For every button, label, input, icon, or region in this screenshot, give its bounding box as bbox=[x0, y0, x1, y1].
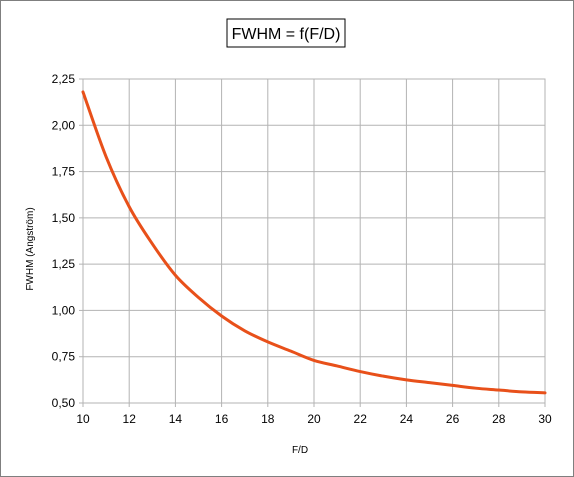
x-tick-label: 20 bbox=[307, 412, 321, 426]
x-axis-label: F/D bbox=[292, 445, 308, 456]
y-tick-label: 1,00 bbox=[52, 303, 76, 317]
chart-title-box bbox=[226, 18, 346, 48]
x-tick-label: 24 bbox=[400, 412, 414, 426]
y-tick-label: 1,75 bbox=[52, 165, 76, 179]
chart-title: FWHM = f(F/D) bbox=[232, 26, 341, 43]
x-tick-label: 30 bbox=[538, 412, 552, 426]
x-tick-label: 12 bbox=[123, 412, 137, 426]
x-tick-label: 16 bbox=[215, 412, 229, 426]
axes bbox=[79, 78, 546, 407]
series-layer bbox=[81, 90, 547, 395]
x-tick-label: 26 bbox=[446, 412, 460, 426]
y-tick-label: 2,25 bbox=[52, 72, 76, 86]
x-tick-label: 18 bbox=[261, 412, 275, 426]
y-tick-label: 2,00 bbox=[52, 118, 76, 132]
x-tick-label: 28 bbox=[492, 412, 506, 426]
y-axis-label: FWHM (Angström) bbox=[25, 207, 36, 290]
x-tick-label: 22 bbox=[354, 412, 368, 426]
y-tick-label: 0,75 bbox=[52, 350, 76, 364]
tick-labels: 10 12 14 16 18 20 22 24 26 28 30 0,50 0,75 1,00 1,25 1,… bbox=[52, 72, 552, 426]
y-tick-label: 1,50 bbox=[52, 211, 76, 225]
plot-border bbox=[82, 78, 546, 404]
y-tick-label: 0,50 bbox=[52, 396, 76, 410]
x-tick-label: 14 bbox=[169, 412, 183, 426]
fwhm-series-line bbox=[81, 90, 547, 395]
x-tick-label: 10 bbox=[76, 412, 90, 426]
y-tick-label: 1,25 bbox=[52, 257, 76, 271]
